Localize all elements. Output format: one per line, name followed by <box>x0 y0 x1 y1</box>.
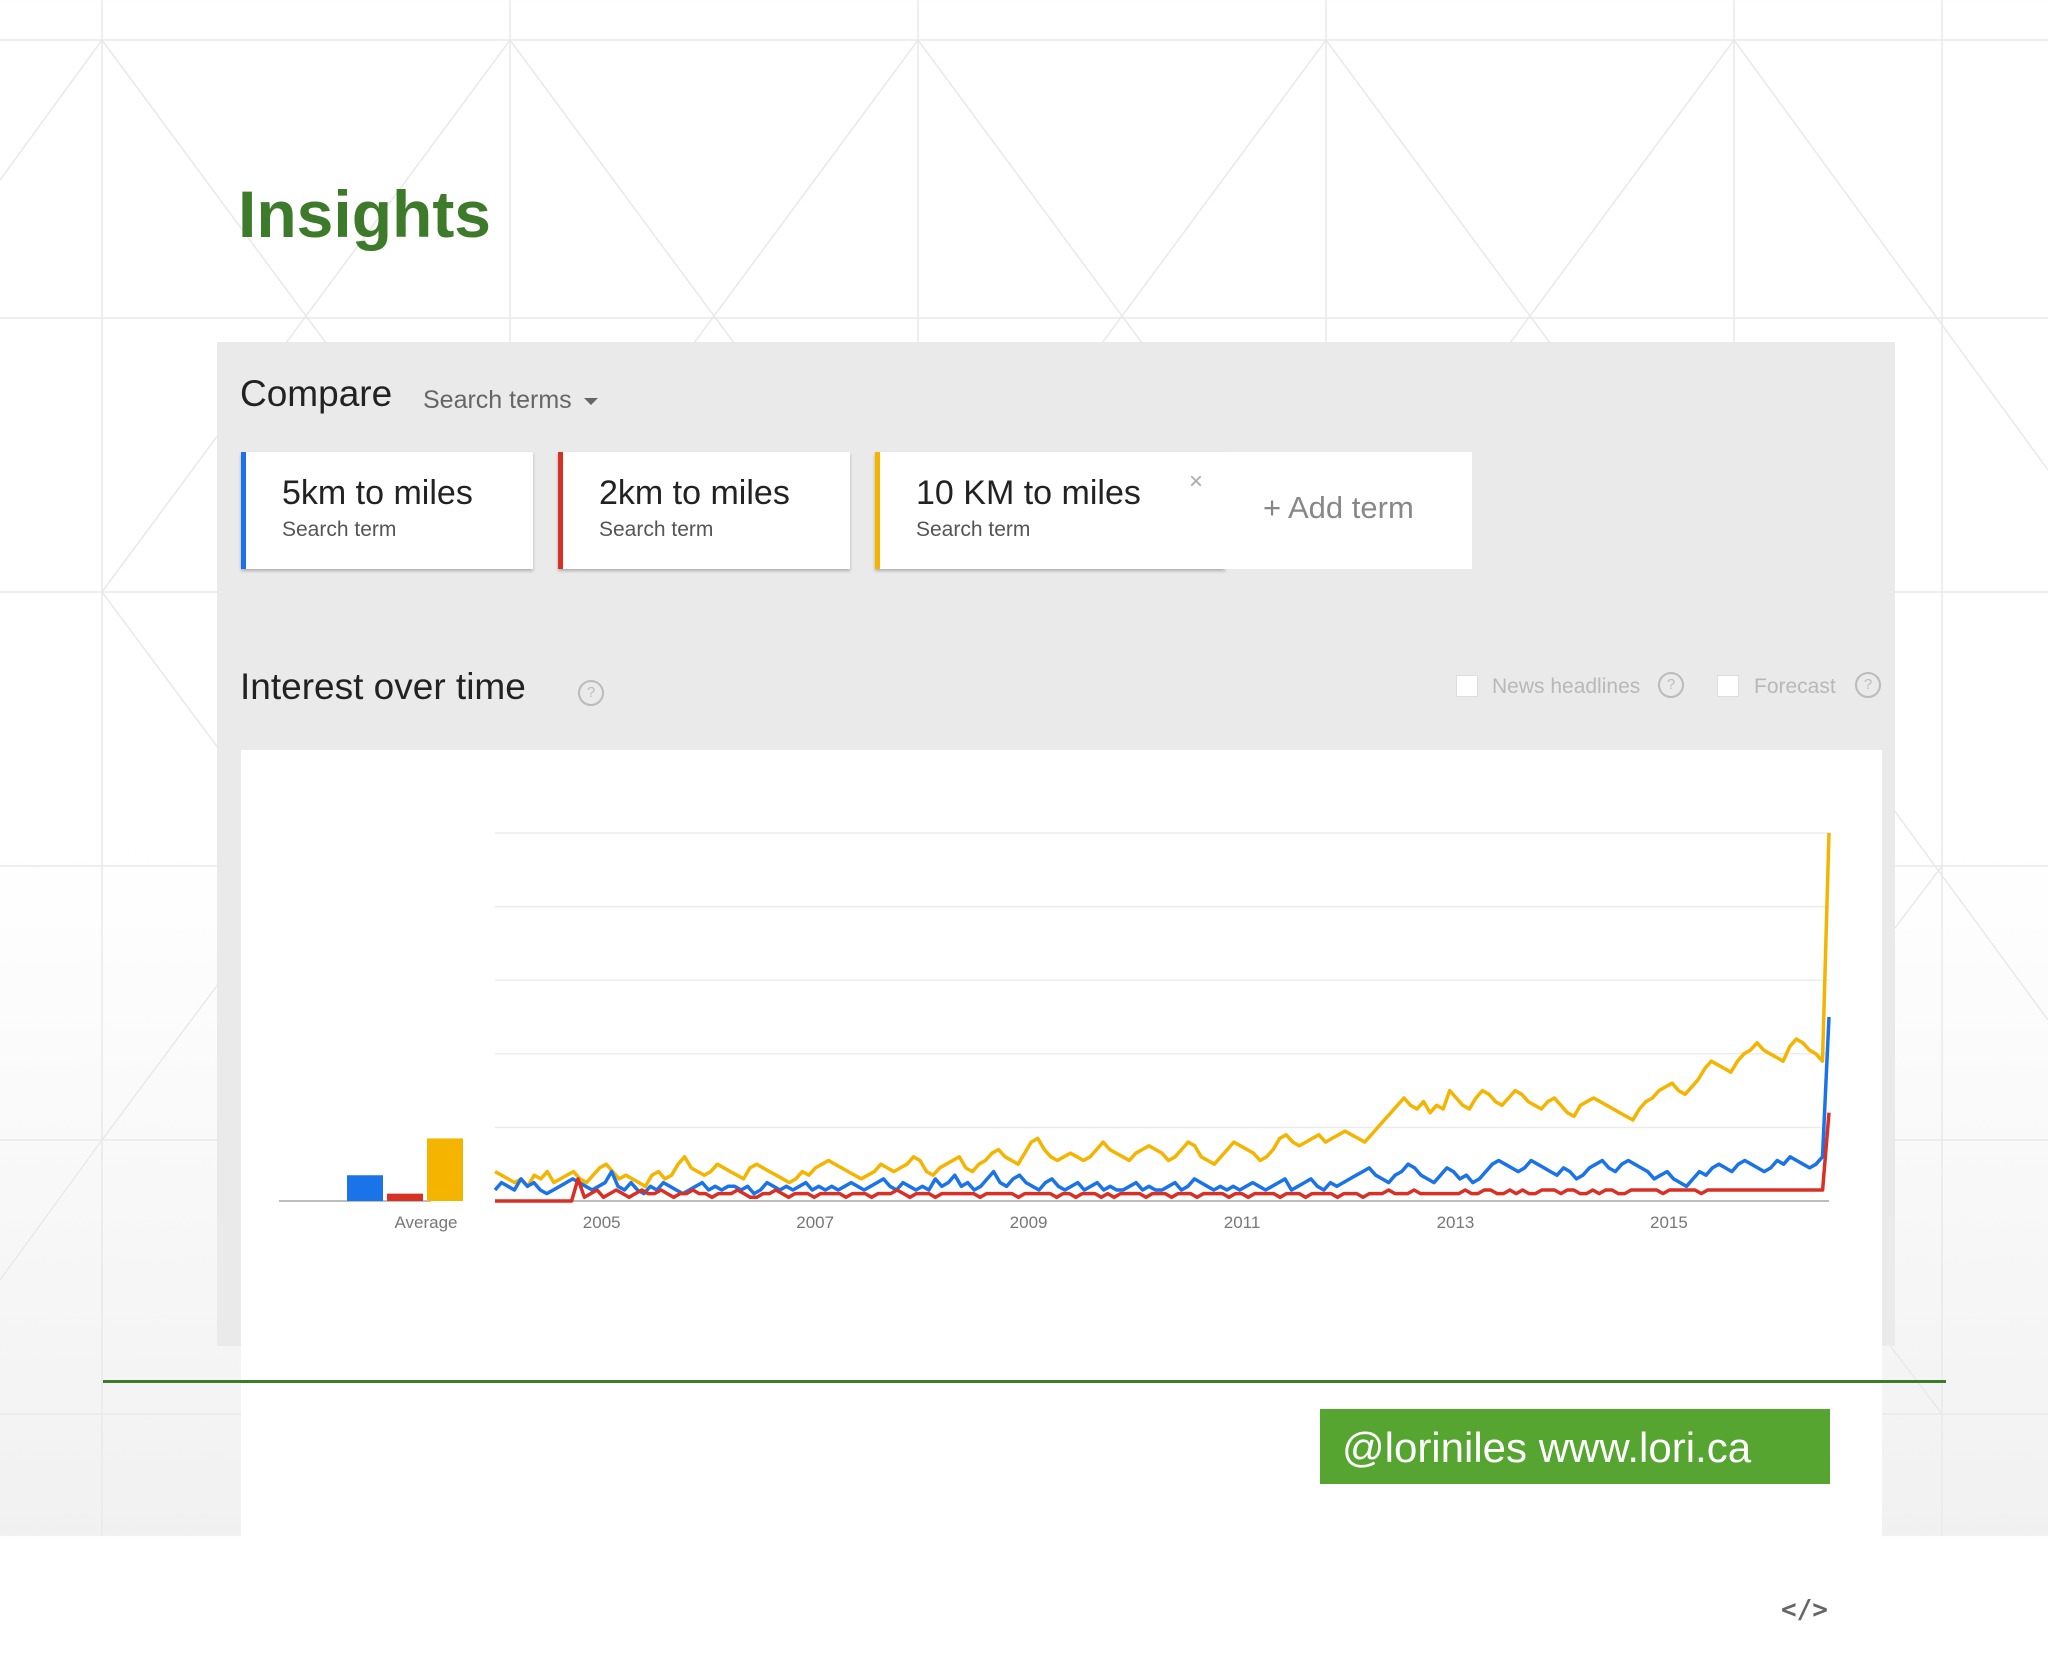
help-icon[interactable]: ? <box>1855 672 1881 698</box>
term-card-2km[interactable]: 2km to miles Search term <box>558 452 850 569</box>
x-tick-label: 2009 <box>1010 1213 1048 1232</box>
slide-title: Insights <box>238 177 492 251</box>
news-headlines-label: News headlines <box>1492 675 1641 698</box>
average-bar <box>427 1138 463 1201</box>
footer-divider <box>103 1380 1946 1383</box>
term-name[interactable]: 2km to miles <box>599 474 790 512</box>
series-line <box>495 1112 1831 1203</box>
help-icon[interactable]: ? <box>578 680 604 706</box>
forecast-checkbox[interactable] <box>1717 675 1739 697</box>
chart-area: Average 2005 2007 2009 2011 2013 2015 </> <box>241 750 1882 1666</box>
series-line <box>493 1016 1831 1196</box>
term-sub: Search term <box>916 518 1031 541</box>
x-tick-label: 2007 <box>796 1213 834 1232</box>
average-label: Average <box>394 1213 457 1232</box>
caret-down-icon <box>583 397 598 405</box>
compare-type-dropdown[interactable]: Search terms <box>423 386 598 415</box>
interest-over-time-title: Interest over time <box>240 666 526 707</box>
x-tick-label: 2011 <box>1224 1213 1261 1232</box>
x-tick-label: 2015 <box>1650 1213 1688 1232</box>
term-card-5km[interactable]: 5km to miles Search term <box>241 452 533 569</box>
news-headlines-checkbox[interactable] <box>1456 675 1478 697</box>
embed-code-icon[interactable]: </> <box>1781 1595 1828 1625</box>
term-name[interactable]: 5km to miles <box>282 474 473 512</box>
forecast-label: Forecast <box>1754 675 1836 698</box>
average-bar <box>347 1175 383 1201</box>
average-bar <box>387 1193 423 1201</box>
help-icon[interactable]: ? <box>1658 672 1684 698</box>
close-icon[interactable]: × <box>1188 468 1203 495</box>
term-sub: Search term <box>599 518 714 541</box>
term-sub: Search term <box>282 518 397 541</box>
x-tick-label: 2013 <box>1437 1213 1475 1232</box>
add-term-button[interactable]: + Add term <box>1225 452 1472 569</box>
interest-chart: Average 2005 2007 2009 2011 2013 2015 <box>279 832 1831 1232</box>
footer-text: @loriniles www.lori.ca <box>1342 1424 1752 1471</box>
compare-type-label: Search terms <box>423 386 572 414</box>
term-name[interactable]: 10 KM to miles <box>916 474 1141 512</box>
term-card-10km[interactable]: 10 KM to miles Search term × <box>875 452 1225 569</box>
add-term-label: + Add term <box>1263 490 1414 525</box>
compare-label: Compare <box>240 373 393 414</box>
footer-badge: @loriniles www.lori.ca <box>1320 1409 1830 1484</box>
x-tick-label: 2005 <box>583 1213 621 1232</box>
series-line <box>494 832 1831 1189</box>
trends-panel: Compare Search terms 5km to miles Search… <box>217 342 1895 1666</box>
